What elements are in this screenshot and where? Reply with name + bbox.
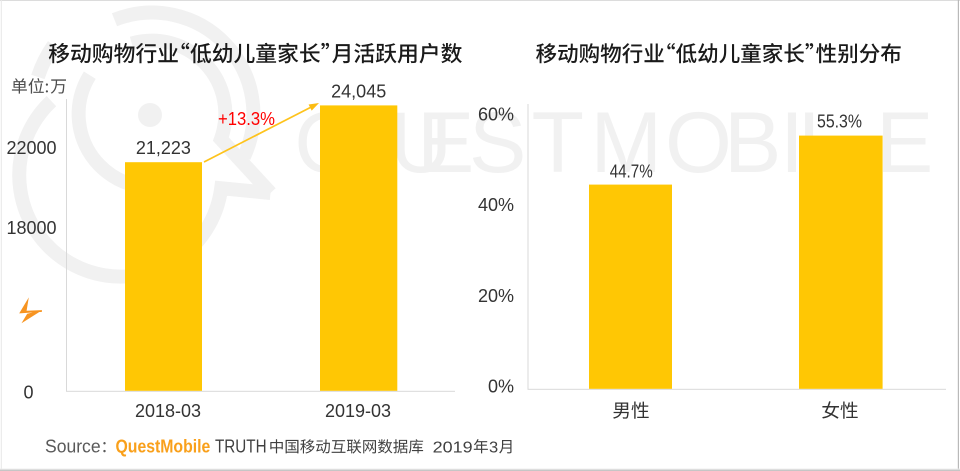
svg-text:3: 3 — [489, 440, 498, 457]
svg-text:2019-03: 2019-03 — [325, 401, 391, 421]
svg-text:O: O — [665, 95, 732, 191]
svg-text:2019: 2019 — [433, 440, 473, 457]
svg-text:22000: 22000 — [6, 138, 56, 158]
svg-text:40%: 40% — [478, 195, 514, 215]
svg-text:TRUTH: TRUTH — [215, 437, 267, 457]
svg-text:+13.3%: +13.3% — [218, 109, 275, 129]
svg-text:B: B — [724, 95, 781, 191]
svg-text:20%: 20% — [478, 286, 514, 306]
svg-text:2018-03: 2018-03 — [135, 401, 201, 421]
svg-text:E: E — [876, 95, 933, 191]
svg-text:U: U — [390, 95, 452, 191]
svg-text:18000: 18000 — [6, 218, 56, 238]
svg-text:21,223: 21,223 — [136, 138, 191, 158]
svg-text:60%: 60% — [478, 104, 514, 124]
svg-text:E: E — [417, 95, 474, 191]
svg-text:55.3%: 55.3% — [817, 112, 862, 132]
svg-text:0: 0 — [23, 383, 33, 403]
svg-text:24,045: 24,045 — [331, 82, 386, 102]
svg-text:44.7%: 44.7% — [610, 161, 653, 181]
svg-text:Source: Source — [45, 437, 101, 457]
svg-text:QuestMobile: QuestMobile — [116, 437, 211, 457]
svg-text:T: T — [532, 95, 585, 191]
svg-text:I: I — [780, 95, 804, 191]
svg-text:S: S — [469, 95, 526, 191]
svg-text:M: M — [591, 95, 663, 191]
svg-text:0%: 0% — [488, 376, 514, 396]
